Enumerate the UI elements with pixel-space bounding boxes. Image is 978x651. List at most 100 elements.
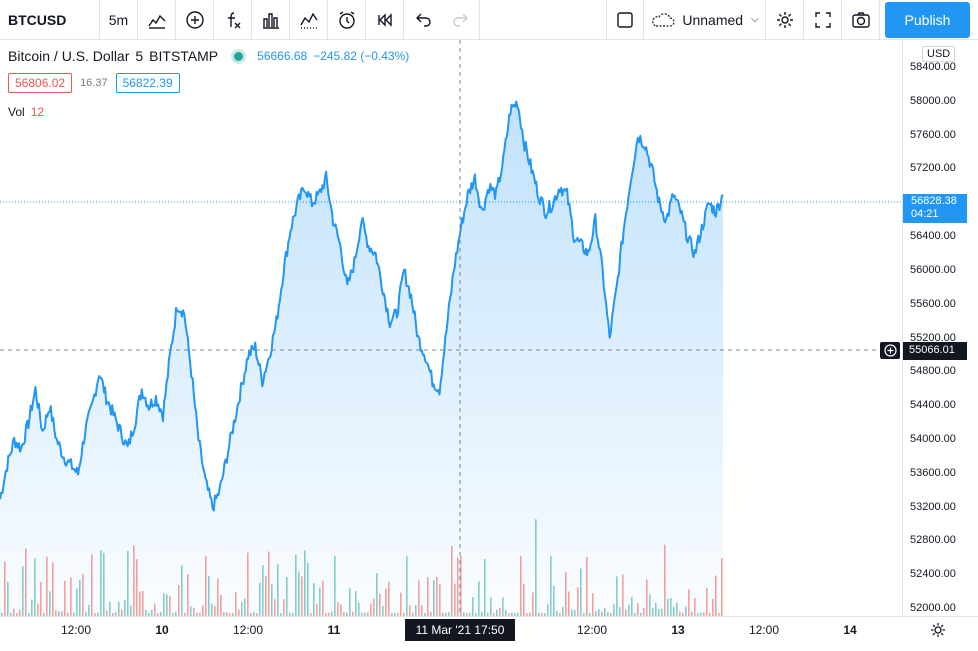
chevron-down-icon: ⌵ [751, 14, 759, 25]
templates-icon[interactable] [252, 0, 290, 40]
select-square-icon[interactable] [606, 0, 644, 40]
volume-bar [622, 574, 624, 616]
volume-bar [655, 602, 657, 616]
volume-bar [442, 612, 444, 616]
volume-bar [661, 608, 663, 616]
volume-bar [40, 581, 42, 616]
volume-bar [85, 611, 87, 616]
time-tick-label: 13 [671, 623, 685, 637]
volume-bar [79, 579, 81, 616]
volume-bar [214, 606, 216, 616]
compare-add-icon[interactable] [176, 0, 214, 40]
undo-icon[interactable] [404, 0, 442, 40]
volume-bar [403, 612, 405, 616]
settings-gear-icon[interactable] [766, 0, 804, 40]
volume-bar [349, 588, 351, 616]
volume-bar [718, 612, 720, 616]
volume-bar [673, 607, 675, 616]
last-price: 56666.68 [257, 49, 308, 63]
series-legend: Bitcoin / U.S. Dollar 5 BITSTAMP 56666.6… [8, 48, 409, 64]
price-tick-label: 52400.00 [910, 568, 956, 581]
camera-icon[interactable] [842, 0, 880, 40]
market-status-dot[interactable] [234, 51, 244, 61]
volume-bar [343, 612, 345, 616]
volume-bar [187, 573, 189, 616]
time-tick-label: 12:00 [60, 623, 92, 637]
time-tick-label: 14 [843, 623, 857, 637]
fullscreen-icon[interactable] [804, 0, 842, 40]
volume-label[interactable]: Vol [8, 105, 25, 119]
volume-bar [541, 612, 543, 616]
volume-bar [13, 608, 15, 616]
volume-bar [61, 611, 63, 616]
volume-bar [466, 612, 468, 616]
volume-bar [385, 588, 387, 616]
volume-bar [436, 576, 438, 616]
series-title[interactable]: Bitcoin / U.S. Dollar [8, 48, 130, 64]
price-line [0, 100, 724, 512]
volume-bar [421, 605, 423, 616]
volume-bar [22, 566, 24, 616]
volume-bar [574, 610, 576, 616]
volume-bar [340, 604, 342, 616]
cloud-icon [652, 12, 675, 27]
replay-icon[interactable] [366, 0, 404, 40]
volume-bar [193, 607, 195, 616]
volume-bar [115, 612, 117, 616]
volume-bar [703, 612, 705, 616]
axis-settings-gear-icon[interactable] [928, 620, 948, 640]
interval-button[interactable]: 5m [100, 0, 138, 40]
volume-bar [202, 605, 204, 616]
volume-bar [220, 595, 222, 616]
price-axis-divider [902, 40, 903, 616]
volume-bar [448, 612, 450, 616]
volume-bar [532, 592, 534, 616]
volume-bar [319, 587, 321, 616]
volume-bar [151, 609, 153, 616]
volume-bar [427, 577, 429, 616]
volume-bar [493, 612, 495, 616]
volume-bar [133, 545, 135, 616]
volume-bar [190, 606, 192, 616]
volume-bar [43, 612, 45, 616]
volume-bar [358, 602, 360, 616]
volume-bar [682, 612, 684, 616]
alert-clock-icon[interactable] [328, 0, 366, 40]
ask-price[interactable]: 56822.39 [115, 73, 180, 93]
price-tick-label: 53600.00 [910, 466, 956, 479]
volume-bar [583, 612, 585, 616]
volume-bar [523, 583, 525, 616]
volume-bar [19, 609, 21, 616]
layout-menu-button[interactable]: Unnamed ⌵ [644, 0, 766, 40]
volume-bar [94, 612, 96, 616]
publish-button[interactable]: Publish [885, 2, 970, 38]
volume-bar [280, 612, 282, 616]
volume-bar [463, 612, 465, 616]
crosshair-add-icon[interactable] [880, 342, 900, 359]
volume-bar [259, 582, 261, 616]
volume-bar [490, 597, 492, 616]
currency-label[interactable]: USD [922, 46, 956, 62]
price-tick-label: 58400.00 [910, 61, 956, 73]
volume-bar [544, 613, 546, 616]
redo-icon[interactable] [442, 0, 480, 40]
volume-bar [70, 577, 72, 616]
volume-bar [538, 612, 540, 616]
volume-bar [223, 612, 225, 616]
volume-bar [313, 583, 315, 616]
bar-style-icon[interactable] [138, 0, 176, 40]
bid-price[interactable]: 56806.02 [8, 73, 73, 93]
volume-bar [7, 581, 9, 616]
time-tick-label: 12:00 [232, 623, 264, 637]
volume-bar [58, 611, 60, 616]
volume-bar [472, 597, 474, 616]
volume-bar [553, 585, 555, 616]
symbol-search-button[interactable]: BTCUSD [0, 0, 100, 40]
crosshair-price-label: 55066.01 [903, 342, 967, 360]
chart-type-icon[interactable] [290, 0, 328, 40]
volume-bar [607, 612, 609, 616]
indicators-fx-icon[interactable] [214, 0, 252, 40]
volume-bar [508, 612, 510, 616]
volume-bar [304, 550, 306, 616]
price-chart[interactable] [0, 40, 902, 616]
